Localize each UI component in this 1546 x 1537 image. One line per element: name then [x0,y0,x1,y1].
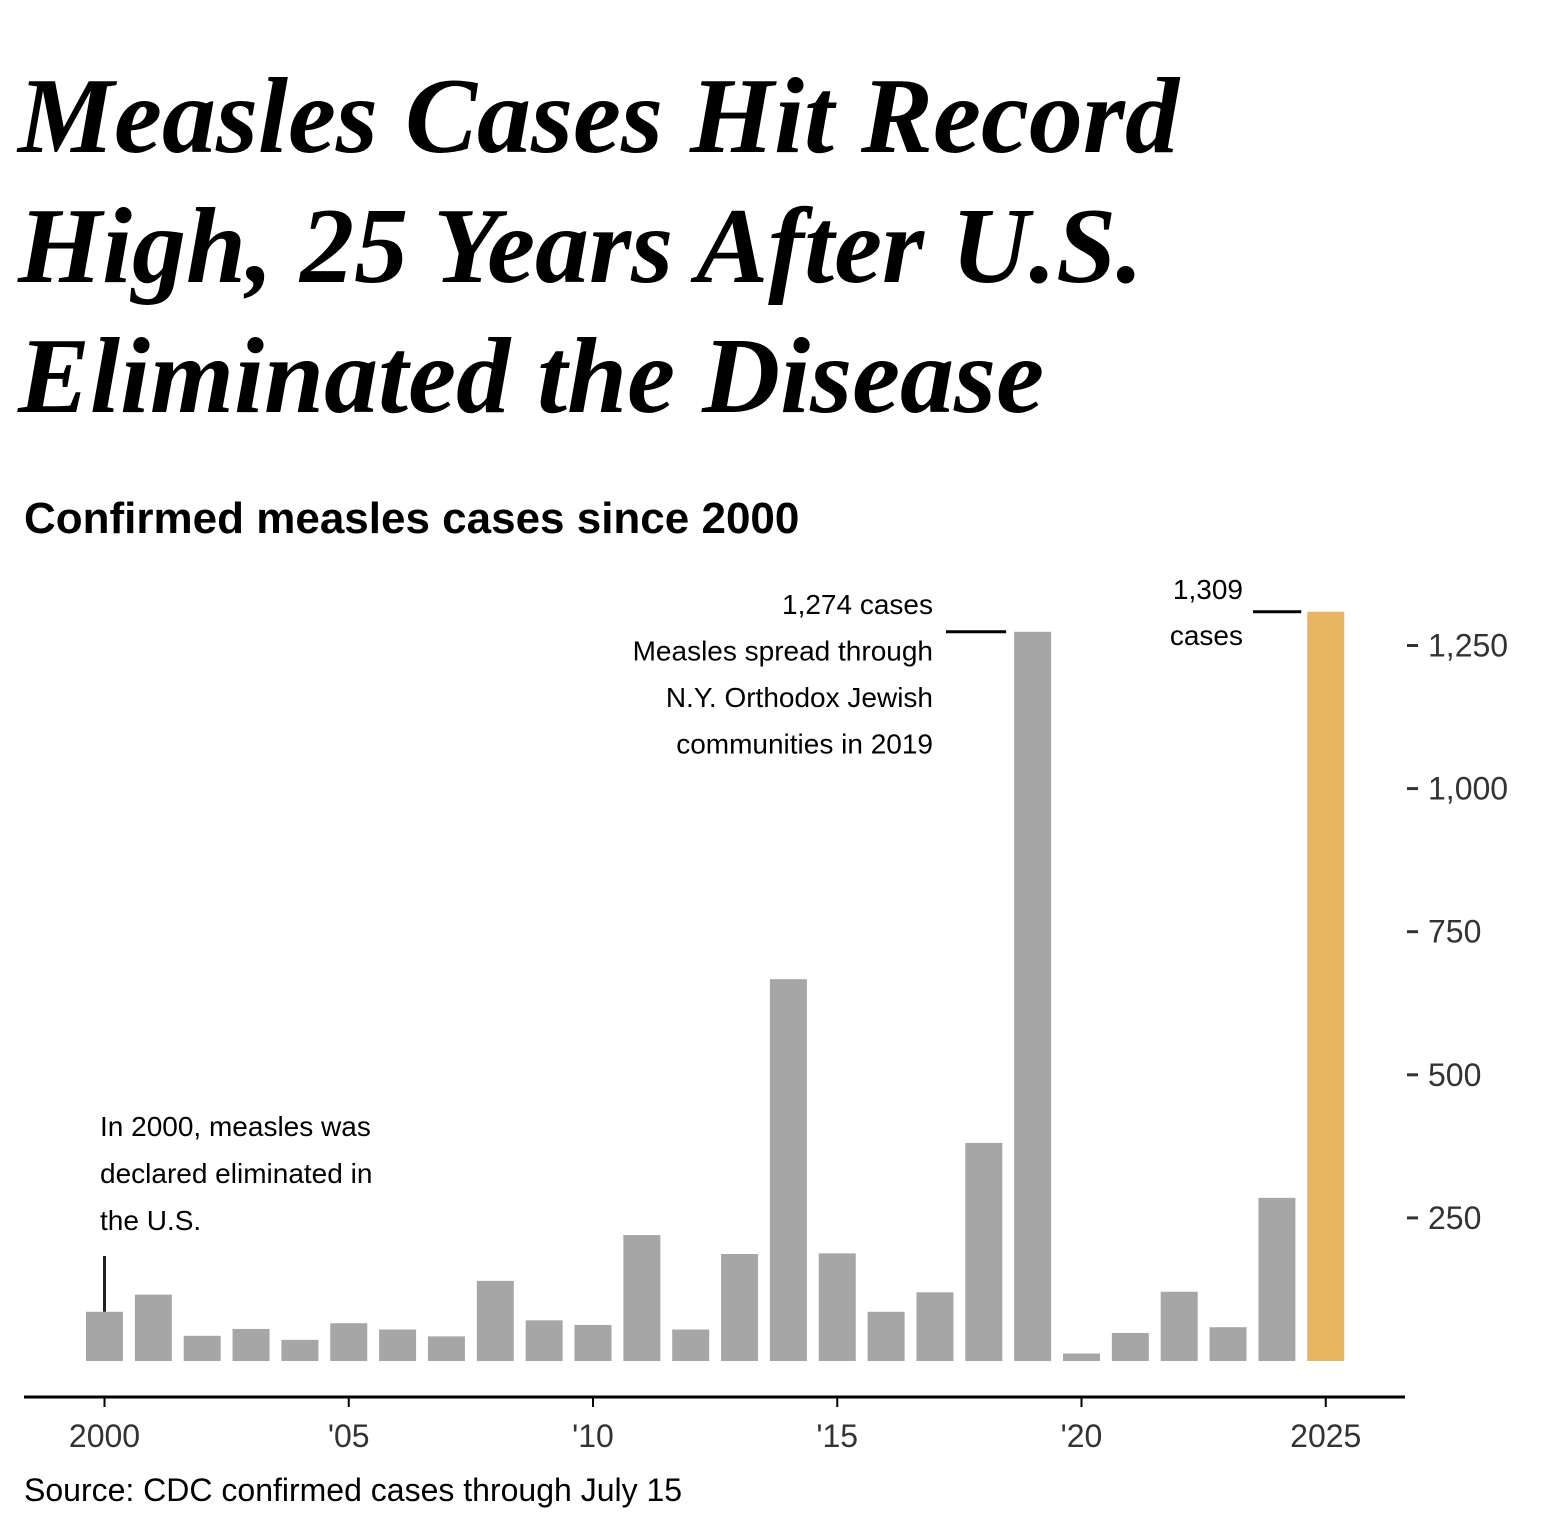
x-tick-label-2000: 2000 [69,1418,140,1454]
bar-2009 [525,1320,563,1361]
bar-2022 [1160,1291,1198,1361]
bar-2025 [1307,611,1345,1361]
bar-2008 [476,1280,514,1361]
bar-2023 [1209,1327,1247,1361]
x-axis: 2000 '05 '10 '15 '20 2025 [24,1395,1405,1454]
bar-2010 [574,1324,612,1361]
bar-2003 [232,1328,270,1361]
bar-2021 [1111,1332,1149,1361]
bars-group [86,611,1345,1361]
annotation-elimination-line-1: In 2000, measles was [100,1111,371,1142]
annotations-group: In 2000, measles was declared eliminated … [100,574,1302,1312]
x-tick-label-2015: '15 [816,1418,858,1454]
headline-line-2: High, 25 Years After U.S. [18,187,1144,306]
annotation-2019-line-3: N.Y. Orthodox Jewish [666,682,933,713]
headline-line-1: Measles Cases Hit Record [18,57,1179,176]
y-tick-label-500: 500 [1428,1057,1481,1093]
y-tick-label-1250: 1,250 [1428,628,1508,664]
headline: Measles Cases Hit Record High, 25 Years … [18,52,1418,442]
bar-2002 [183,1335,221,1361]
bar-2017 [916,1292,954,1361]
bar-2001 [134,1294,172,1361]
bar-2024 [1258,1197,1296,1361]
annotation-elimination-line-3: the U.S. [100,1205,201,1236]
bar-2011 [623,1235,661,1361]
bar-2013 [721,1253,759,1361]
annotation-2019-line-4: communities in 2019 [676,729,933,760]
x-tick-label-2020: '20 [1061,1418,1103,1454]
x-tick-label-2010: '10 [572,1418,614,1454]
bar-2014 [769,979,807,1361]
annotation-elimination-line-2: declared eliminated in [100,1158,372,1189]
annotation-2019-line-2: Measles spread through [633,636,933,667]
bar-2000 [86,1311,123,1361]
x-tick-label-2005: '05 [328,1418,370,1454]
y-tick-label-250: 250 [1428,1200,1481,1236]
source-note: Source: CDC confirmed cases through July… [24,1472,683,1508]
x-tick-label-2025: 2025 [1290,1418,1361,1454]
annotation-2025-line-1: 1,309 [1173,574,1243,605]
bar-2005 [330,1323,368,1361]
bar-2015 [818,1253,856,1361]
bar-2019 [1014,631,1052,1361]
bar-2004 [281,1339,319,1361]
bar-2006 [379,1329,417,1361]
y-tick-label-750: 750 [1428,914,1481,950]
headline-line-3: Eliminated the Disease [18,317,1044,436]
annotation-2019-line-1: 1,274 cases [782,589,933,620]
annotation-2025-line-2: cases [1170,620,1243,651]
bar-2007 [427,1336,465,1361]
chart-subtitle: Confirmed measles cases since 2000 [24,494,800,543]
bar-2018 [965,1142,1003,1361]
bar-2020 [1063,1353,1100,1361]
bar-2012 [672,1329,710,1361]
bar-2016 [867,1311,905,1361]
y-axis: 250 500 750 1,000 1,250 [1407,628,1508,1236]
y-tick-label-1000: 1,000 [1428,771,1508,807]
